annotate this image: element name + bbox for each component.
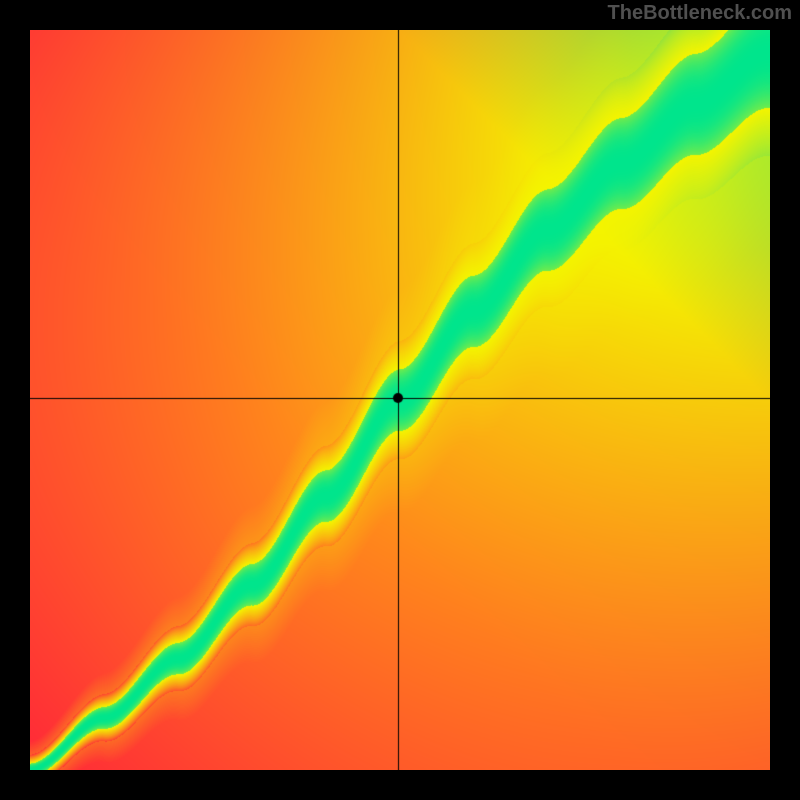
chart-container: TheBottleneck.com bbox=[0, 0, 800, 800]
plot-area bbox=[30, 30, 770, 770]
watermark-text: TheBottleneck.com bbox=[608, 2, 792, 25]
heatmap-canvas bbox=[30, 30, 770, 770]
